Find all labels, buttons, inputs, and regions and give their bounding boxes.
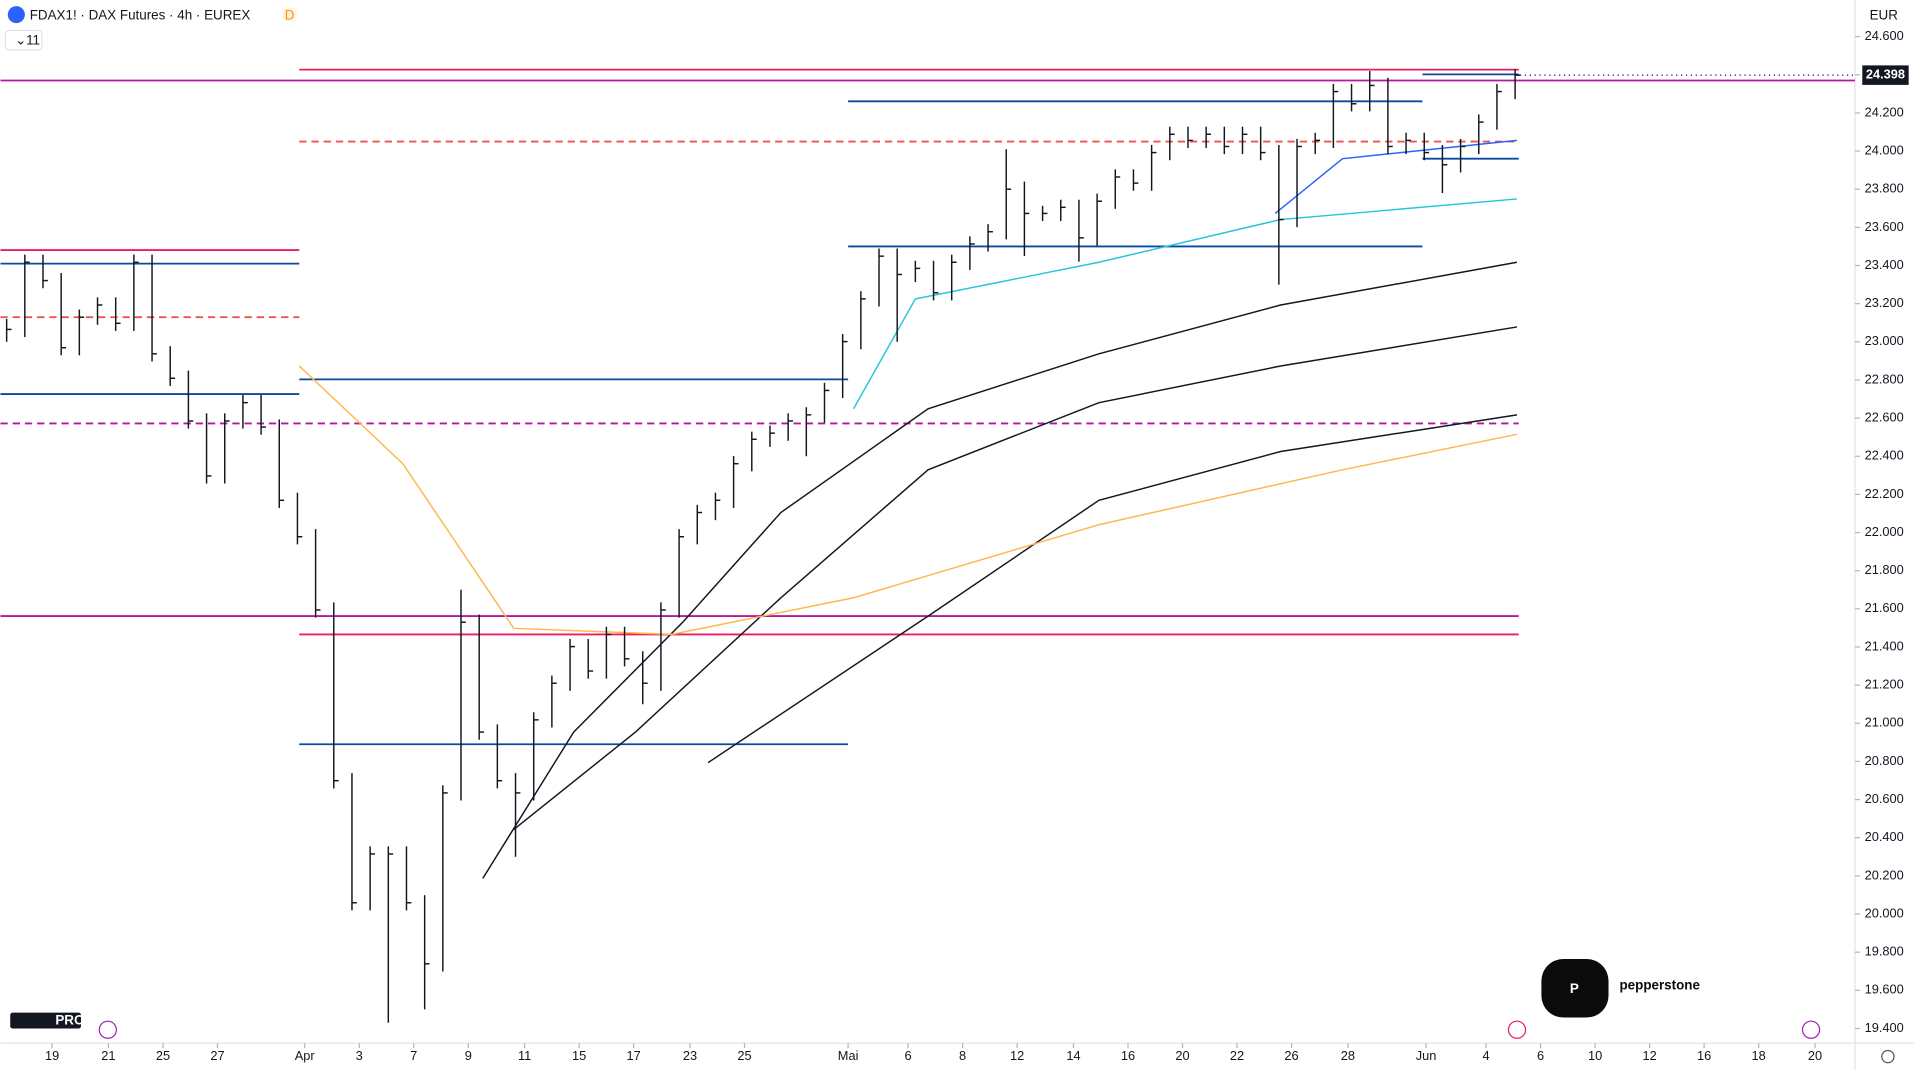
y-tick-label: 22.000 — [1865, 524, 1904, 539]
y-tick-label: 19.400 — [1865, 1020, 1904, 1035]
indicator-count: 11 — [26, 32, 40, 47]
y-tick-label: 23.600 — [1865, 219, 1904, 234]
scroll-icon[interactable] — [1801, 1020, 1821, 1039]
y-tick-label: 21.600 — [1865, 600, 1904, 615]
x-tick-label: Jun — [1416, 1048, 1437, 1063]
x-tick-label: 18 — [1752, 1048, 1766, 1063]
x-tick-label: 6 — [905, 1048, 912, 1063]
x-tick-label: 22 — [1230, 1048, 1244, 1063]
y-tick-label: 20.600 — [1865, 791, 1904, 806]
last-price-tag — [1862, 65, 1909, 85]
x-tick-label: 10 — [1588, 1048, 1602, 1063]
y-tick-label: 22.600 — [1865, 409, 1904, 424]
brand-logo — [1541, 958, 1609, 1018]
x-tick-label: 8 — [959, 1048, 966, 1063]
y-tick-label: 20.800 — [1865, 753, 1904, 768]
x-tick-label: 11 — [518, 1048, 531, 1063]
y-tick-label: 21.400 — [1865, 638, 1904, 653]
badge-bg — [282, 7, 297, 22]
symbol-icon — [7, 6, 25, 24]
x-tick-label: 15 — [572, 1048, 586, 1063]
x-tick-label: 14 — [1066, 1048, 1080, 1063]
y-tick-label: 20.200 — [1865, 867, 1904, 882]
x-tick-label: 25 — [737, 1048, 751, 1063]
x-tick-label: 12 — [1642, 1048, 1656, 1063]
x-tick-label: 16 — [1121, 1048, 1135, 1063]
y-tick-label: 23.200 — [1865, 295, 1904, 310]
last-price-label: 24.398 — [1866, 67, 1905, 82]
replay-icon[interactable] — [98, 1020, 117, 1039]
tv-logo — [10, 1012, 81, 1029]
y-tick-label: 22.800 — [1865, 371, 1904, 386]
y-tick-label: 22.400 — [1865, 448, 1904, 463]
x-tick-label: 12 — [1010, 1048, 1024, 1063]
y-tick-label: 21.000 — [1865, 715, 1904, 730]
chevron: ⌄ — [15, 32, 26, 47]
interval-badge: D — [285, 7, 295, 22]
x-tick-label: Apr — [295, 1048, 316, 1063]
x-tick-label: 17 — [627, 1048, 641, 1063]
moving-average — [707, 414, 1518, 764]
x-tick-label: 3 — [356, 1048, 363, 1063]
x-tick-label: 7 — [410, 1048, 417, 1063]
alert-icon[interactable] — [1507, 1020, 1527, 1039]
moving-average — [513, 326, 1518, 831]
x-tick-label: 21 — [101, 1048, 115, 1063]
moving-average — [298, 365, 1518, 636]
x-tick-label: 9 — [465, 1048, 472, 1063]
y-tick-label: 23.400 — [1865, 257, 1904, 272]
y-tick-label: 22.200 — [1865, 486, 1904, 501]
x-tick-label: 27 — [210, 1048, 224, 1063]
y-tick-label: 21.200 — [1865, 677, 1904, 692]
chart-title: FDAX1! · DAX Futures · 4h · EUREX — [30, 7, 251, 22]
currency[interactable]: EUR — [1870, 7, 1899, 22]
header: FDAX1! · DAX Futures · 4h · EUREX D ⌄ 11… — [4, 6, 1899, 51]
plot — [0, 68, 1855, 1023]
x-tick-label: 20 — [1175, 1048, 1189, 1063]
footer: PRO P pepperstone — [10, 958, 1895, 1064]
x-tick-label: 6 — [1537, 1048, 1544, 1063]
x-tick-label: 4 — [1482, 1048, 1489, 1063]
y-tick-label: 23.800 — [1865, 181, 1904, 196]
x-tick-label: 19 — [45, 1048, 59, 1063]
y-tick-label: 24.000 — [1865, 142, 1904, 157]
x-tick-label: Mai — [838, 1048, 859, 1063]
y-tick-label: 21.800 — [1865, 562, 1904, 577]
x-tick-label: 20 — [1808, 1048, 1822, 1063]
brand-name: pepperstone — [1619, 977, 1699, 992]
x-tick-label: 25 — [156, 1048, 170, 1063]
x-tick-label: 28 — [1341, 1048, 1355, 1063]
brand-mark: P — [1570, 981, 1579, 996]
moving-average — [852, 198, 1517, 410]
y-tick-label: 20.000 — [1865, 905, 1904, 920]
settings-icon[interactable] — [1881, 1049, 1895, 1064]
indicator-toggle[interactable] — [4, 29, 43, 51]
moving-average — [482, 261, 1518, 879]
y-tick-label: 23.000 — [1865, 333, 1904, 348]
y-tick-label: 19.800 — [1865, 944, 1904, 959]
y-tick-label: 20.400 — [1865, 829, 1904, 844]
y-tick-label: 24.200 — [1865, 104, 1904, 119]
x-tick-label: 26 — [1284, 1048, 1298, 1063]
x-tick-label: 23 — [683, 1048, 697, 1063]
y-tick-label: 19.600 — [1865, 982, 1904, 997]
x-tick-label: 16 — [1697, 1048, 1711, 1063]
y-tick-label: 24.600 — [1865, 28, 1904, 43]
tv-badge: PRO — [55, 1013, 84, 1028]
